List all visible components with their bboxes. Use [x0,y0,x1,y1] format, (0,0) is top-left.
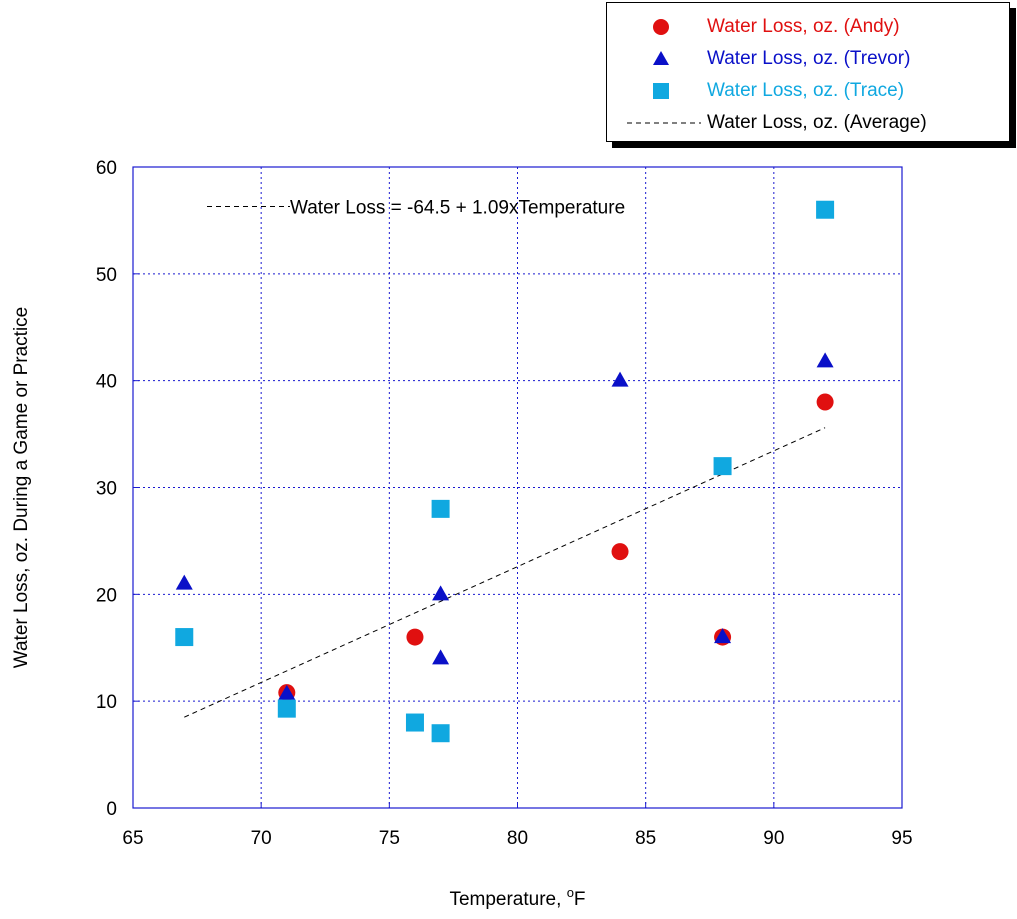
legend-marker-andy [653,19,669,35]
legend-marker-average [627,122,701,124]
x-tick-label: 75 [379,828,400,849]
point-trevor [432,649,450,665]
point-trace [405,713,424,732]
y-tick-label: 60 [96,158,117,179]
legend-label-trace: Water Loss, oz. (Trace) [707,80,905,101]
x-tick-label: 95 [891,828,912,849]
point-trevor [432,585,450,601]
regression-annotation: Water Loss = -64.5 + 1.09xTemperature [290,198,625,219]
x-tick-label: 65 [122,828,143,849]
y-tick-label: 10 [96,692,117,713]
y-tick-label: 40 [96,372,117,393]
x-tick-label: 85 [635,828,656,849]
y-tick-label: 30 [96,479,117,500]
point-andy [611,543,629,561]
point-trevor [278,684,296,700]
legend-label-andy: Water Loss, oz. (Andy) [707,16,900,37]
legend-label-trevor: Water Loss, oz. (Trevor) [707,48,911,69]
y-axis-label: Water Loss, oz. During a Game or Practic… [11,307,32,668]
point-trace [431,724,450,743]
point-andy [816,393,834,411]
point-trevor [714,628,732,644]
y-tick-label: 50 [96,265,117,286]
x-axis-label: Temperature, oF [449,885,585,910]
point-trevor [611,371,629,387]
point-trace [431,499,450,518]
point-trace [175,628,194,647]
x-tick-label: 70 [251,828,272,849]
point-trace [713,457,732,476]
y-tick-label: 20 [96,585,117,606]
average-trend-line [184,427,826,718]
point-andy [406,628,424,646]
legend: Water Loss, oz. (Andy) Water Loss, oz. (… [606,2,1010,142]
point-trevor [816,352,834,368]
x-tick-label: 80 [507,828,528,849]
y-tick-label: 0 [106,799,117,820]
legend-marker-trace [653,83,669,99]
legend-label-average: Water Loss, oz. (Average) [707,112,927,133]
point-trace [816,200,835,219]
legend-marker-trevor [653,51,669,65]
point-trace [277,699,296,718]
point-trevor [175,574,193,590]
x-tick-label: 90 [763,828,784,849]
